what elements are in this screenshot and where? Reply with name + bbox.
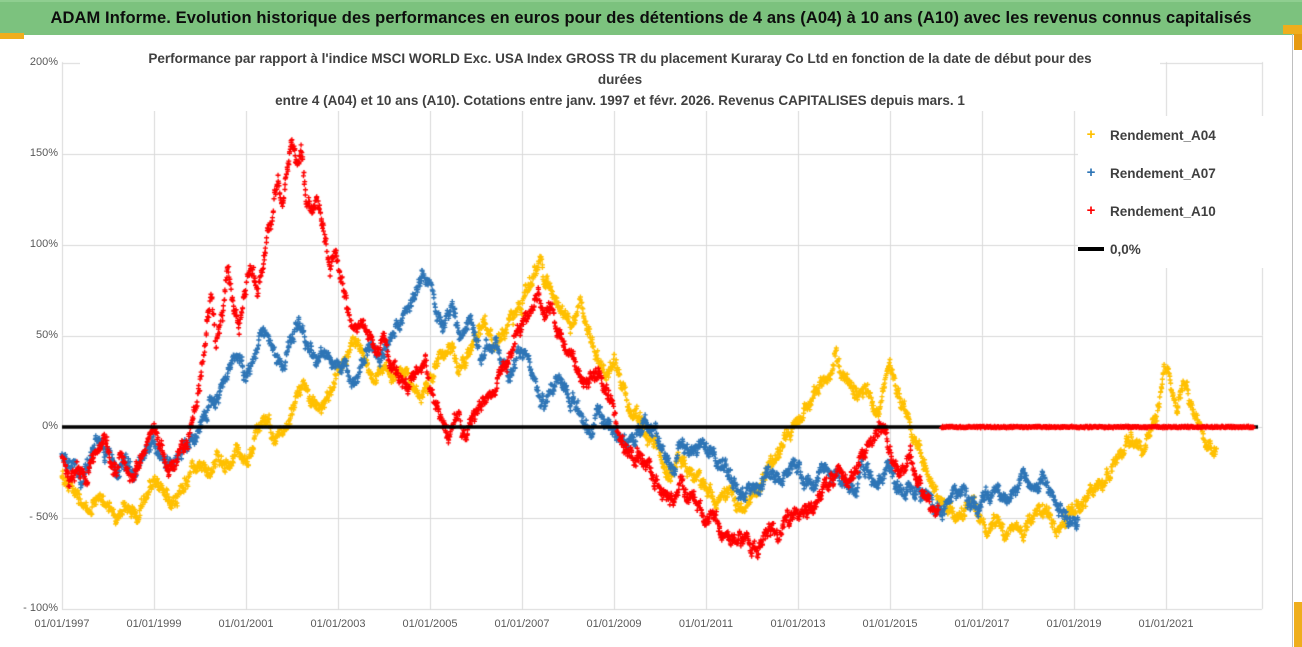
selection-accent-bottom-right (1294, 602, 1302, 647)
selection-handle-top-right (1294, 34, 1302, 50)
y-tick-label: 50% (35, 329, 58, 341)
selection-accent-top-right (1283, 25, 1302, 34)
y-tick-label: 0% (42, 420, 58, 432)
x-tick-label: 01/01/1999 (126, 618, 182, 630)
legend-label: Rendement_A04 (1110, 127, 1216, 143)
chart-title-line2: durées (597, 72, 643, 87)
legend-item-zero-line: 0,0% (1078, 230, 1274, 268)
x-tick-label: 01/01/2003 (310, 618, 366, 630)
legend-item-rendement-a04: + Rendement_A04 (1078, 116, 1274, 154)
y-tick-label: - 100% (23, 602, 58, 614)
plus-marker-icon: + (1086, 164, 1096, 181)
x-tick-label: 01/01/1997 (34, 618, 90, 630)
x-tick-label: 01/01/2007 (494, 618, 550, 630)
chart-title-line3: entre 4 (A04) et 10 ans (A10). Cotations… (275, 93, 965, 108)
x-tick-label: 01/01/2017 (954, 618, 1010, 630)
x-tick-label: 01/01/2011 (678, 618, 734, 630)
legend-item-rendement-a07: + Rendement_A07 (1078, 154, 1274, 192)
chart-title: Performance par rapport à l'indice MSCI … (80, 48, 1160, 111)
x-tick-label: 01/01/2021 (1138, 618, 1194, 630)
y-tick-label: 100% (29, 238, 58, 250)
x-tick-label: 01/01/2019 (1046, 618, 1102, 630)
x-tick-label: 01/01/2009 (586, 618, 642, 630)
legend-item-rendement-a10: + Rendement_A10 (1078, 192, 1274, 230)
chart-title-line1: Performance par rapport à l'indice MSCI … (148, 51, 1092, 66)
zero-line-swatch (1078, 247, 1104, 251)
legend-label: Rendement_A10 (1110, 203, 1216, 219)
legend: + Rendement_A04 + Rendement_A07 + Rendem… (1078, 116, 1274, 268)
x-tick-label: 01/01/2005 (402, 618, 458, 630)
x-tick-label: 01/01/2001 (218, 618, 274, 630)
y-tick-label: 200% (29, 56, 58, 68)
y-tick-label: 150% (29, 147, 58, 159)
chart-right-border (1292, 33, 1293, 647)
selection-accent-top-left (0, 33, 24, 39)
x-tick-label: 01/01/2015 (862, 618, 918, 630)
y-tick-label: - 50% (29, 511, 58, 523)
plus-marker-icon: + (1086, 202, 1096, 219)
legend-label: Rendement_A07 (1110, 165, 1216, 181)
plus-marker-icon: + (1086, 126, 1096, 143)
legend-label: 0,0% (1110, 241, 1141, 257)
x-tick-label: 01/01/2013 (770, 618, 826, 630)
